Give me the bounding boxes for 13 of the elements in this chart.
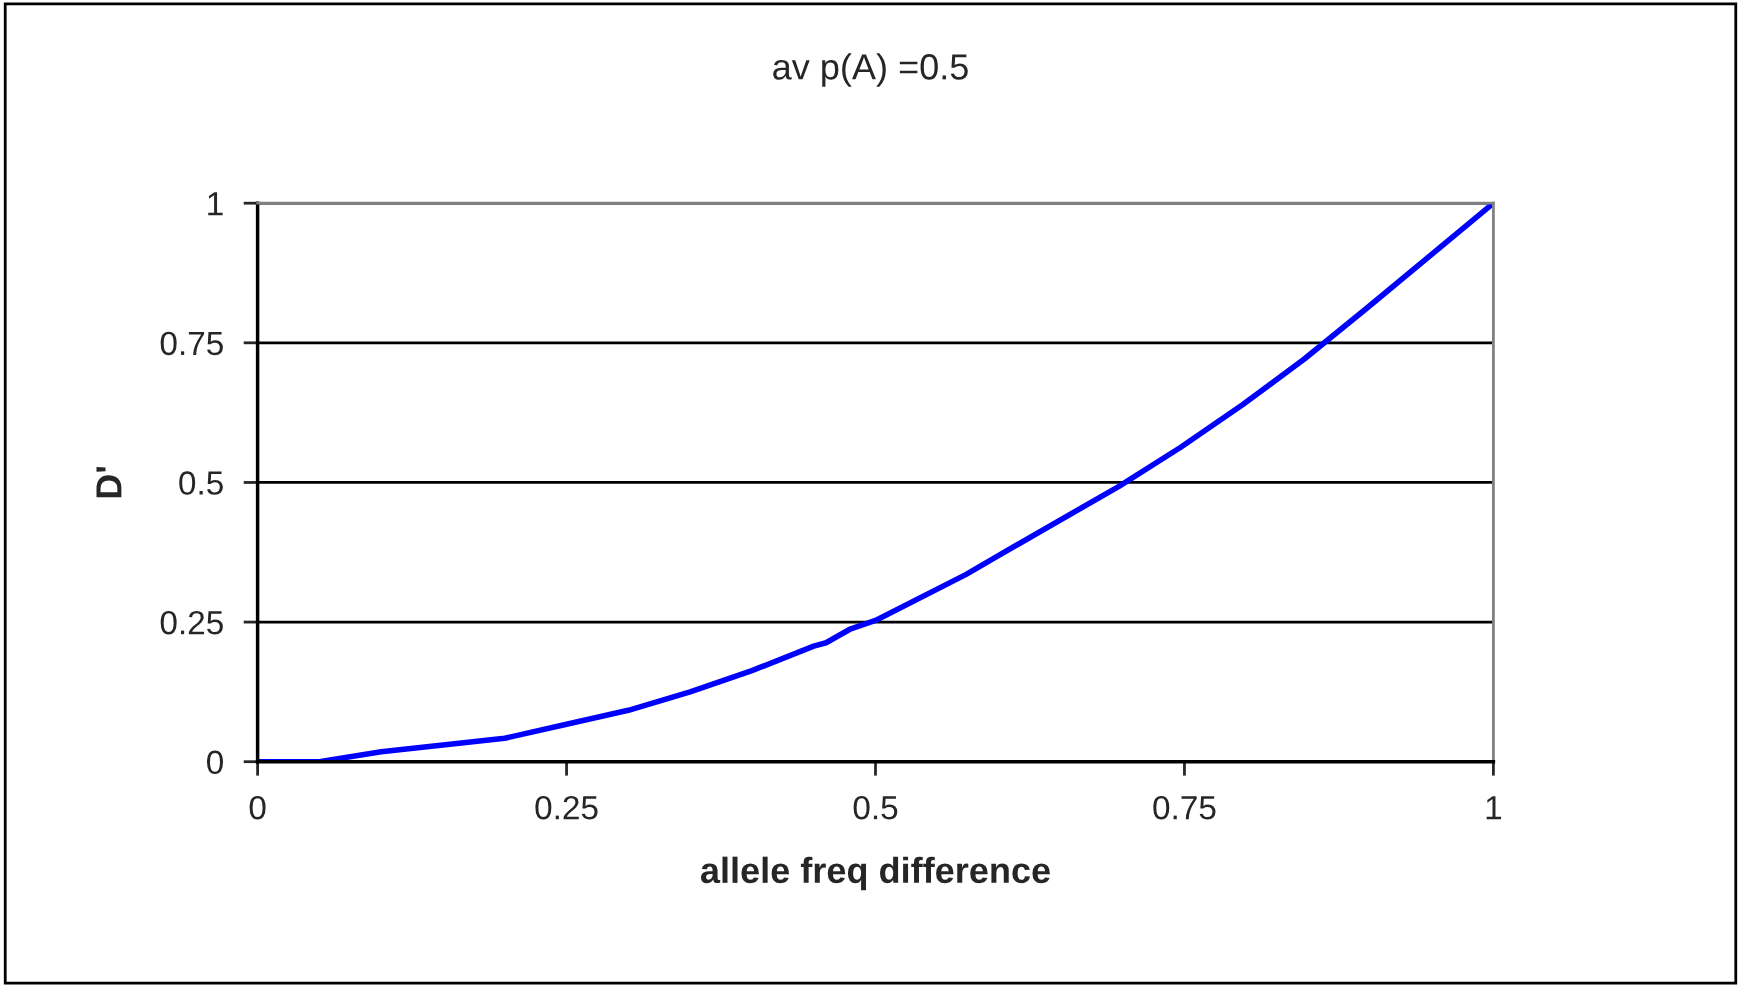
x-tick-label: 0.5: [853, 795, 898, 820]
x-tick-label: 0: [249, 795, 266, 820]
x-axis-title: allele freq difference: [700, 856, 1050, 891]
y-axis-title: D': [96, 466, 122, 498]
y-tick-label: 0.5: [179, 471, 223, 495]
y-tick-label: 0.25: [160, 610, 223, 635]
y-tick-label: 1: [208, 192, 223, 216]
x-tick-label: 0.25: [535, 795, 598, 820]
y-tick-label: 0: [207, 750, 223, 775]
x-tick-label: 1: [1486, 796, 1502, 820]
y-tick-label: 0.75: [160, 331, 223, 356]
x-tick-label: 0.75: [1153, 795, 1216, 820]
chart-title: av p(A) =0.5: [773, 53, 968, 87]
